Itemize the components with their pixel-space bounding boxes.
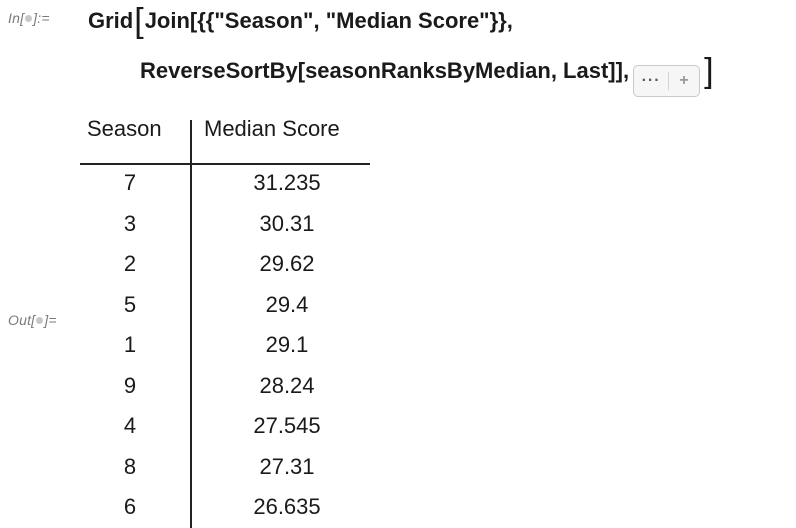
grid-vertical-divider [190,120,192,528]
cell-number-placeholder-icon [25,14,33,22]
season-cell: 4 [123,413,137,438]
median-score-cell: 28.24 [259,372,315,398]
season-cell: 1 [123,332,137,357]
median-score-cell: 29.4 [265,291,309,317]
input-code-line-2[interactable]: ReverseSortBy[seasonRanksByMedian, Last]… [140,52,714,97]
cell-number-placeholder-icon [36,316,44,324]
table-row: 1 29.1 [80,332,370,366]
output-cell-label: Out[]= [8,312,57,328]
median-score-cell: 29.1 [265,332,309,357]
season-cell: 7 [123,170,137,195]
table-row: 8 27.31 [80,454,370,488]
season-cell: 8 [123,453,137,479]
grid-header-divider [80,163,370,165]
median-score-cell: 31.235 [253,170,321,195]
open-bracket: [ [134,2,144,40]
season-cell: 3 [123,210,137,236]
season-cell: 5 [123,291,137,317]
close-bracket: ] [704,52,714,90]
plus-icon[interactable]: + [679,72,689,89]
median-score-cell: 30.31 [259,210,315,236]
season-cell: 2 [123,251,137,276]
table-row: 3 30.31 [80,211,370,245]
median-score-cell: 27.31 [259,453,315,479]
median-score-cell: 29.62 [259,251,315,276]
table-row: 4 27.545 [80,413,370,447]
table-row: 2 29.62 [80,251,370,285]
ellipsis-icon[interactable]: ··· [641,72,661,89]
header-median-score: Median Score [204,116,340,141]
input-cell-label: In[]:= [8,10,50,26]
input-code-line-1[interactable]: Grid[Join[{{"Season", "Median Score"}}, [88,2,513,40]
median-score-cell: 26.635 [253,494,321,519]
table-row: 6 26.635 [80,494,370,528]
table-row: 5 29.4 [80,292,370,326]
table-row: 7 31.235 [80,170,370,204]
table-row: 9 28.24 [80,373,370,407]
median-score-cell: 27.545 [253,413,321,438]
season-cell: 9 [123,372,137,398]
iconized-separator [668,72,670,90]
season-cell: 6 [123,494,137,519]
iconized-expression[interactable]: ··· + [633,65,701,97]
header-season: Season [87,116,162,141]
